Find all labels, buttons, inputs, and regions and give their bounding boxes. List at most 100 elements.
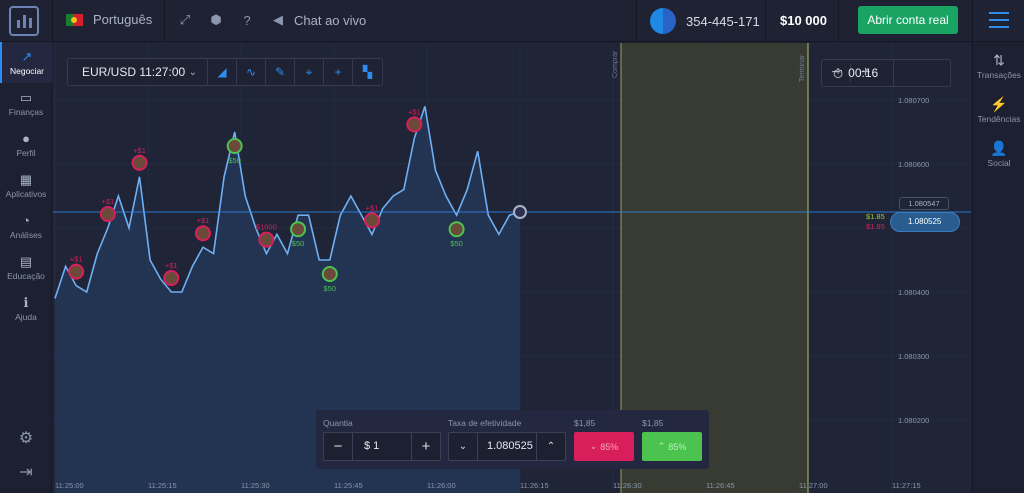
current-price-tag: 1.080525 — [890, 212, 960, 232]
time-axis-label: 11:26:15 — [520, 481, 549, 490]
trade-amount-label: $50 — [292, 239, 305, 248]
time-axis-label: 11:26:00 — [427, 481, 456, 490]
time-axis-label: 11:27:00 — [799, 481, 828, 490]
trade-amount-label: $50 — [450, 239, 463, 248]
settings-gear-icon[interactable]: ⚙ — [18, 430, 34, 447]
fullscreen-icon[interactable]: ⤢ — [179, 12, 191, 27]
wallet-icon: ▭ — [19, 89, 33, 105]
buy-up-button[interactable]: ⌃ 85% — [642, 432, 702, 461]
logo-icon[interactable] — [9, 6, 39, 36]
trade-amount-label: +$1 — [408, 107, 421, 116]
add-user-icon[interactable]: + — [324, 59, 353, 85]
price-axis-label: 1.080200 — [898, 416, 930, 425]
timer-increase-button[interactable]: + — [860, 64, 871, 81]
timer-value: 00:16 — [848, 65, 879, 80]
chart-toolbar: EUR/USD 11:27:00 ⌄ ◢ ∿ ✎ ⌖ + ▚ — [67, 58, 383, 86]
price-line — [54, 106, 521, 299]
sidebar-item-label: Negociar — [9, 65, 45, 76]
trader-avatar — [364, 212, 381, 229]
amount-increase-button[interactable]: + — [411, 433, 440, 460]
trade-amount-label: $1000 — [256, 223, 277, 232]
sidebar-item-label: Análises — [9, 229, 43, 240]
trade-panel: Quantia − $ 1 + Taxa de efetividade ⌄ 1.… — [316, 410, 709, 469]
sidebar-item-perfil[interactable]: ● Perfil — [0, 124, 52, 165]
trade-amount-label: $50 — [324, 284, 337, 293]
layout-icon[interactable]: ▚ — [362, 65, 373, 79]
divider — [52, 0, 53, 42]
trader-avatar — [68, 263, 85, 280]
timer-display[interactable]: ⏱ 00:16 — [822, 60, 894, 86]
time-axis-label: 11:26:30 — [613, 481, 642, 490]
down-percent: 85% — [600, 441, 619, 452]
trade-amount-label: +$1 — [366, 203, 379, 212]
left-sidebar: ↗ Negociar ▭ Finanças ● Perfil ▦ Aplicativos ◔ An… — [0, 42, 52, 493]
trader-avatar — [99, 206, 116, 222]
sidebar-item-social[interactable]: 👤 Social — [973, 132, 1024, 176]
timer-decrease-button[interactable]: − — [822, 64, 851, 82]
add-user-icon: 👤 — [990, 139, 1008, 156]
rate-down-chevron-icon[interactable]: ⌄ — [449, 433, 478, 460]
sidebar-item-label: Social — [987, 157, 1011, 168]
sell-down-button[interactable]: ⌄ 85% — [574, 432, 634, 461]
sidebar-item-tendências[interactable]: ⚡ Tendências — [973, 88, 1024, 132]
rate-label: Taxa de efetividade — [448, 418, 522, 428]
rate-input[interactable]: ⌄ 1.080525 ⌃ — [448, 432, 566, 461]
user-icon: ● — [22, 130, 30, 146]
sidebar-item-análises[interactable]: ◔ Análises — [0, 206, 52, 247]
trader-avatar — [321, 266, 338, 282]
time-axis-label: 11:27:15 — [892, 481, 921, 490]
shield-icon[interactable]: ⬢ — [210, 12, 222, 27]
trader-avatar — [131, 154, 148, 171]
amount-input[interactable]: − $ 1 + — [323, 432, 441, 461]
crosshair-icon[interactable]: ⌖ — [295, 59, 324, 85]
sidebar-item-label: Educação — [7, 270, 45, 281]
up-percent: 85% — [668, 441, 687, 452]
account-switcher[interactable]: 354-445-171 — [650, 8, 760, 34]
sidebar-item-aplicativos[interactable]: ▦ Aplicativos — [0, 165, 52, 206]
help-icon[interactable]: ? — [243, 12, 251, 28]
rate-up-chevron-icon[interactable]: ⌃ — [536, 433, 565, 460]
open-real-account-button[interactable]: Abrir conta real — [858, 6, 958, 34]
sidebar-item-finanças[interactable]: ▭ Finanças — [0, 83, 52, 124]
logout-icon[interactable]: ⇥ — [19, 464, 33, 481]
chevron-down-icon: ⌄ — [188, 66, 197, 78]
asset-label: EUR/USD 11:27:00 — [82, 65, 186, 79]
drawing-pencil-icon[interactable]: ✎ — [266, 59, 295, 85]
chart-type-area-icon[interactable]: ◢ — [208, 59, 237, 85]
portugal-flag-icon — [66, 13, 83, 26]
sidebar-item-transações[interactable]: ⇅ Transações — [973, 44, 1024, 88]
sidebar-item-educação[interactable]: ▤ Educação — [0, 247, 52, 288]
trade-amount-label: +$1 — [165, 261, 178, 270]
lightning-icon: ⚡ — [990, 95, 1008, 112]
balance-display[interactable]: $10 000 — [780, 13, 827, 28]
trader-avatar — [290, 221, 307, 238]
live-chat-link[interactable]: Chat ao vivo — [294, 12, 367, 28]
divider — [765, 0, 766, 42]
purchase-line-label: Comprar — [612, 50, 619, 78]
amount-value: $ 1 — [364, 440, 380, 452]
right-sidebar: ⇅ Transações ⚡ Tendências 👤 Social — [972, 42, 1024, 493]
price-box-high: 1.080547 — [899, 197, 949, 210]
language-selector[interactable]: Português — [66, 12, 152, 27]
trader-avatar — [163, 270, 180, 286]
asset-selector[interactable]: EUR/USD 11:27:00 ⌄ — [68, 59, 208, 85]
trade-amount-label: +$1 — [197, 216, 210, 225]
sidebar-item-label: Perfil — [16, 147, 36, 158]
info-icon: ℹ — [23, 294, 29, 310]
language-label: Português — [93, 12, 153, 27]
sound-icon[interactable]: ◀ — [273, 12, 283, 27]
expiration-timer: ⏱ 00:16 − + — [821, 59, 951, 87]
up-payout-label: $1,85 — [642, 418, 664, 428]
sidebar-item-ajuda[interactable]: ℹ Ajuda — [0, 288, 52, 329]
sidebar-item-negociar[interactable]: ↗ Negociar — [0, 42, 52, 83]
trader-avatar — [226, 138, 243, 154]
apps-icon: ▦ — [19, 171, 33, 187]
indicators-icon[interactable]: ∿ — [237, 59, 266, 85]
divider — [838, 0, 839, 42]
time-axis-label: 11:25:15 — [148, 481, 177, 490]
account-avatar — [650, 8, 676, 34]
trade-amount-label: +$1 — [101, 197, 114, 206]
hamburger-menu-icon[interactable] — [989, 12, 1009, 28]
top-icons: ⤢ ⬢ ? ◀ Chat ao vivo — [178, 12, 366, 28]
amount-decrease-button[interactable]: − — [324, 433, 353, 460]
